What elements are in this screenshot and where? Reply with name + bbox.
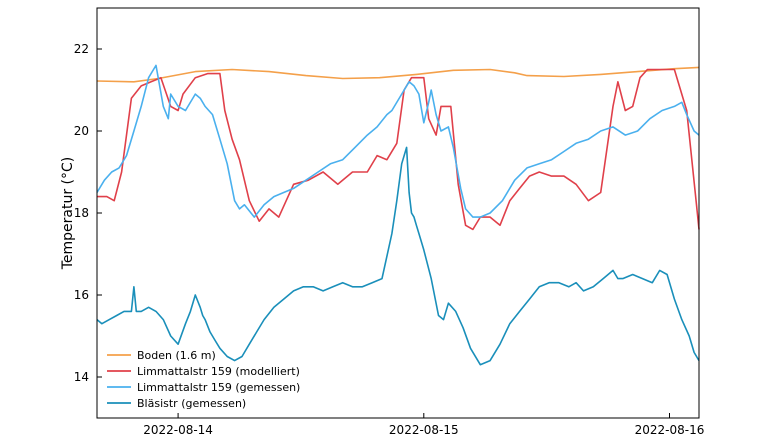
y-tick-label-4: 20 — [74, 124, 89, 138]
legend-label-1: Boden (1.6 m) — [137, 349, 216, 362]
x-tick-label-2: 2022-08-15 — [389, 423, 459, 437]
x-tick-label-3: 2022-08-16 — [635, 423, 705, 437]
y-tick-label-2: 16 — [74, 288, 89, 302]
y-axis: 14 16 18 20 22 — [74, 42, 102, 384]
legend-label-2: Limmattalstr 159 (modelliert) — [137, 365, 300, 378]
legend: Boden (1.6 m) Limmattalstr 159 (modellier… — [107, 349, 300, 410]
series-layer — [96, 64, 700, 366]
x-tick-label-1: 2022-08-14 — [143, 423, 213, 437]
series-line-3 — [96, 64, 700, 218]
series-line-2 — [97, 68, 700, 231]
legend-label-4: Bläsistr (gemessen) — [137, 397, 246, 410]
series-line-1 — [96, 66, 700, 83]
legend-label-3: Limmattalstr 159 (gemessen) — [137, 381, 300, 394]
x-axis: 2022-08-14 2022-08-15 2022-08-16 — [143, 413, 704, 437]
y-tick-label-5: 22 — [74, 42, 89, 56]
y-tick-label-1: 14 — [74, 370, 89, 384]
y-tick-label-3: 18 — [74, 206, 89, 220]
series-line-4 — [96, 146, 700, 366]
y-axis-label: Temperatur (°C) — [60, 157, 76, 271]
